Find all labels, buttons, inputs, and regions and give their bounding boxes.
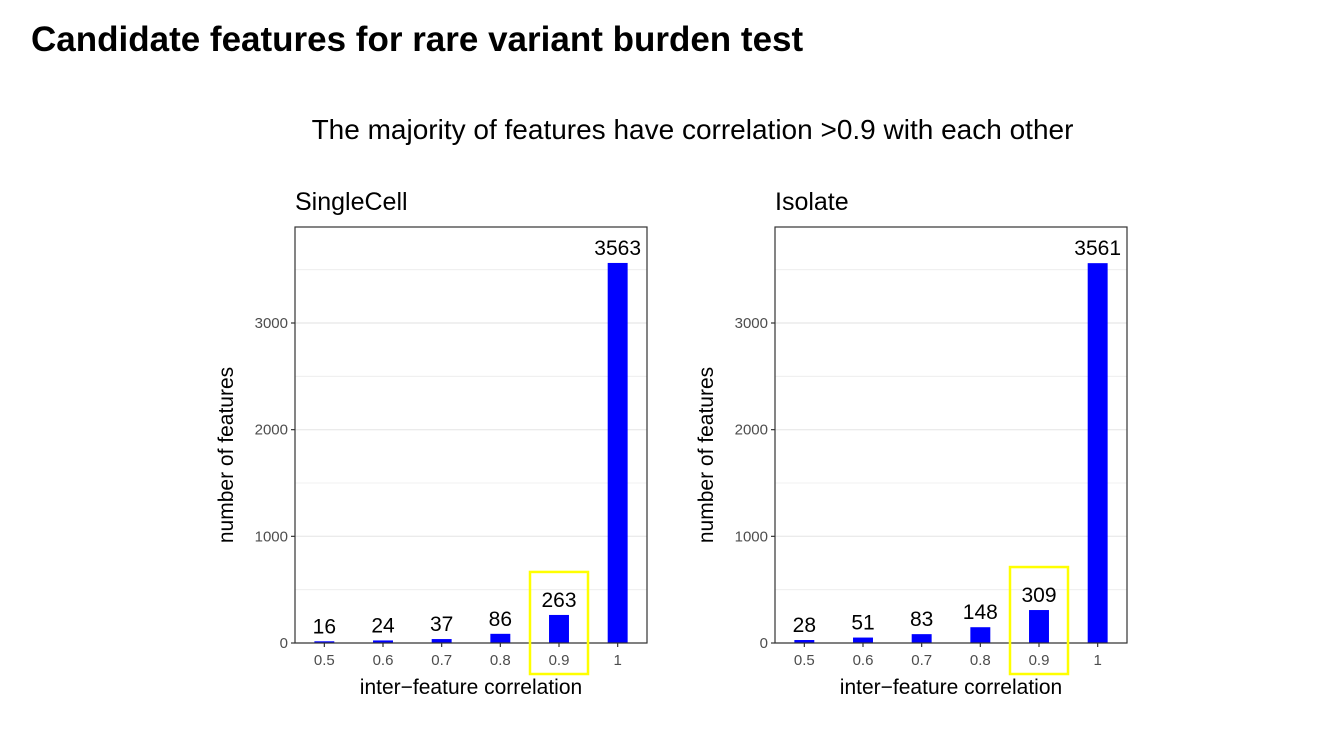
x-tick-label: 0.8 [970,652,991,669]
x-tick-label: 1 [1093,652,1101,669]
data-label: 309 [1021,584,1056,607]
bar-0.6 [373,640,393,643]
data-label: 86 [489,608,512,631]
bar-0.8 [490,633,511,643]
x-tick-label: 0.6 [373,652,394,669]
y-tick-label: 1000 [735,528,768,545]
x-tick-label: 0.5 [794,652,815,669]
data-label: 3563 [594,237,641,260]
highlight-box [1008,565,1070,676]
x-axis-label: inter−feature correlation [840,676,1062,699]
data-label: 83 [910,608,933,631]
x-tick-label: 0.9 [549,652,570,669]
bar-0.8 [970,627,991,643]
y-tick-label: 3000 [255,315,288,332]
y-axis-label: number of features [215,367,238,543]
bar-0.9 [549,614,569,643]
y-tick-label: 2000 [735,422,768,439]
slide-title: Candidate features for rare variant burd… [31,20,804,59]
data-label: 28 [793,614,816,637]
panel-border [294,226,648,644]
panel-border [774,226,1128,644]
data-label: 16 [313,615,336,638]
data-label: 37 [430,613,453,636]
data-label: 148 [963,601,998,624]
x-tick-label: 0.8 [490,652,511,669]
data-label: 51 [851,612,874,635]
bar-0.6 [853,637,873,643]
bar-1 [1087,263,1108,643]
plot-panel [295,227,647,643]
y-tick-label: 3000 [735,315,768,332]
bar-0.7 [911,634,932,643]
data-label: 24 [371,614,395,637]
data-label: 263 [541,589,576,612]
highlight-box [528,570,590,676]
bar-0.9 [1029,610,1049,643]
x-tick-label: 1 [613,652,621,669]
bar-1 [607,262,628,643]
data-label: 3561 [1074,237,1121,260]
y-tick-label: 1000 [255,528,288,545]
slide-subtitle: The majority of features have correlatio… [311,114,1074,145]
bar-0.7 [431,639,452,643]
y-tick-label: 0 [280,635,288,652]
y-axis-label: number of features [695,367,718,543]
bar-0.5 [794,640,815,643]
x-axis-label: inter−feature correlation [360,676,582,699]
x-tick-label: 0.6 [853,652,874,669]
x-tick-label: 0.7 [431,652,452,669]
x-tick-label: 0.9 [1029,652,1050,669]
x-tick-label: 0.5 [314,652,335,669]
panel-title: Isolate [775,188,849,216]
y-tick-label: 2000 [255,422,288,439]
y-tick-label: 0 [760,635,768,652]
x-tick-label: 0.7 [911,652,932,669]
plot-panel [775,227,1127,643]
bar-0.5 [314,641,335,643]
panel-title: SingleCell [295,188,408,216]
